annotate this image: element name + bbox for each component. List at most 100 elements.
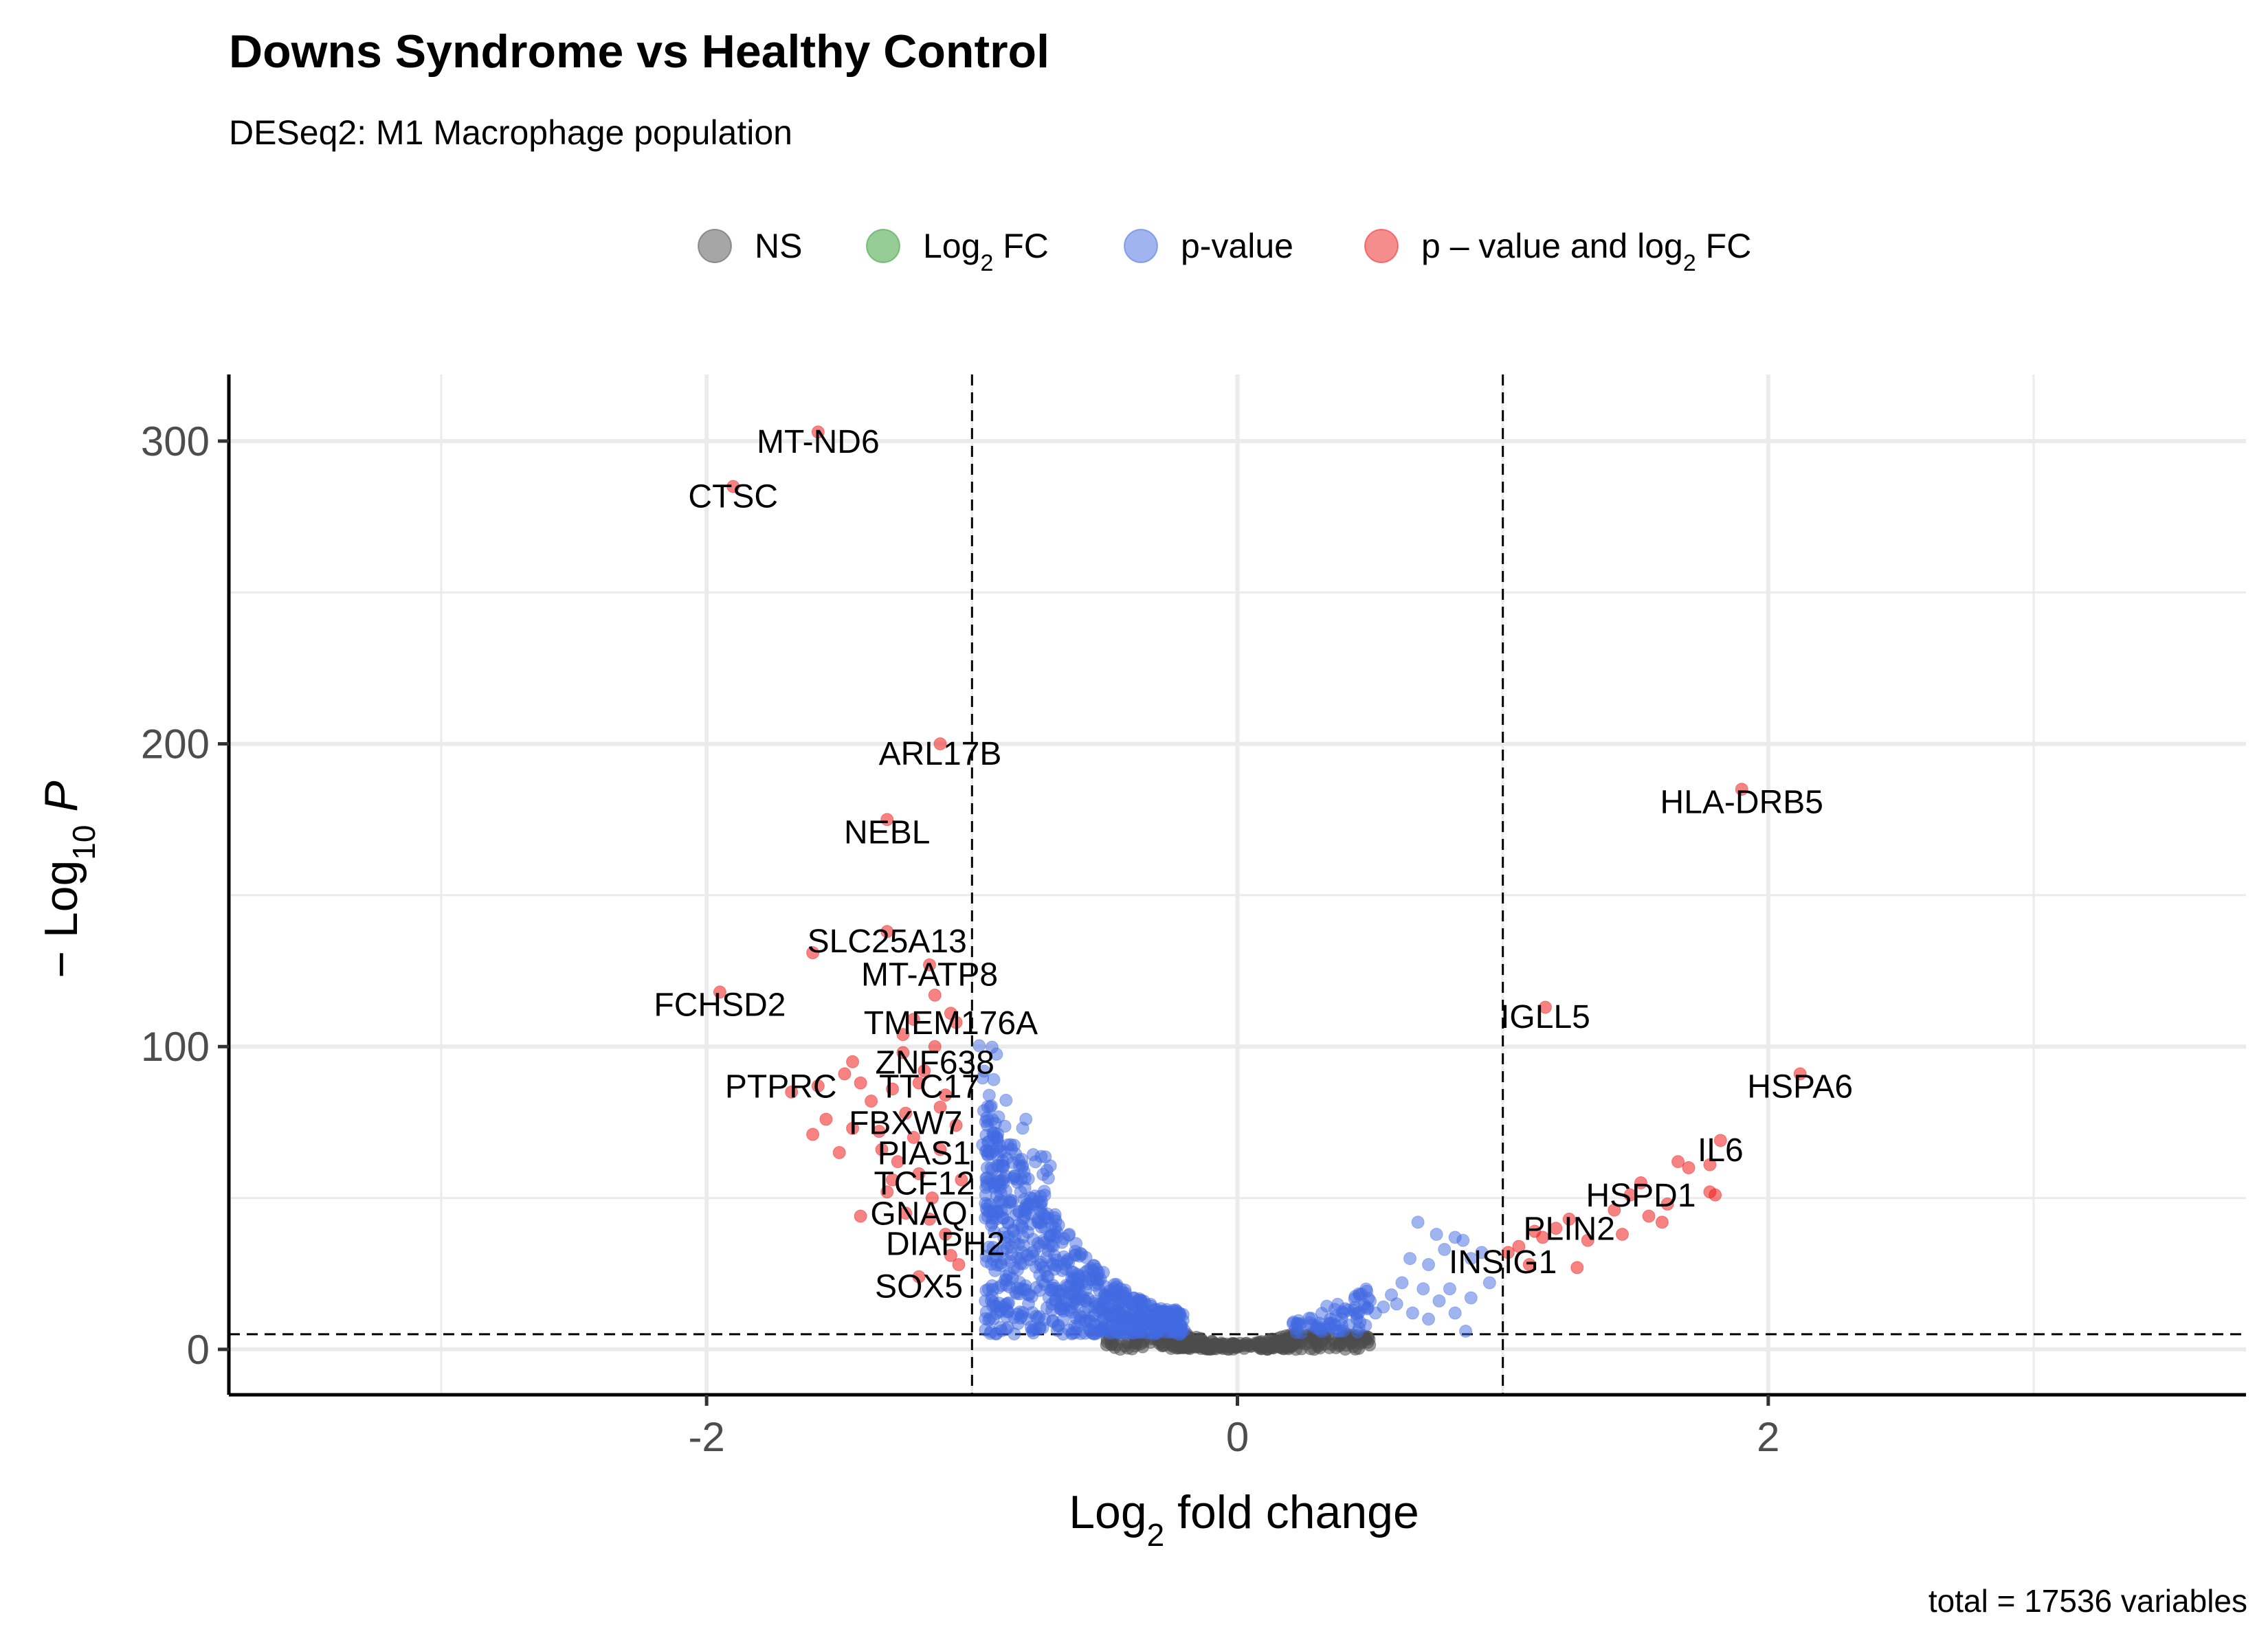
point-sig — [846, 1055, 860, 1068]
point-sig — [819, 1112, 833, 1126]
point-pvalue — [977, 1104, 990, 1118]
point-sig — [806, 1128, 820, 1141]
point-sig — [806, 946, 820, 960]
y-tick-label: 200 — [141, 721, 210, 767]
gene-label: CTSC — [688, 478, 778, 515]
point-ns — [1118, 1339, 1132, 1353]
point-pvalue — [1403, 1252, 1417, 1266]
gene-label: PLIN2 — [1524, 1211, 1615, 1248]
legend: NS Log2 FC p-value p – value and log2 FC — [698, 227, 1751, 276]
point-pvalue — [1037, 1185, 1051, 1198]
point-pvalue — [1352, 1321, 1366, 1335]
point-pvalue — [1464, 1252, 1478, 1266]
chart-title: Downs Syndrome vs Healthy Control — [229, 25, 1049, 78]
legend-key-ns — [698, 229, 732, 263]
point-sig — [885, 1082, 899, 1096]
point-pvalue — [1448, 1306, 1462, 1320]
point-sig — [939, 1227, 953, 1241]
gene-label: SLC25A13 — [808, 923, 967, 960]
point-sig — [1793, 1067, 1807, 1081]
point-sig — [1735, 783, 1748, 796]
point-sig — [899, 1106, 913, 1120]
point-pvalue — [994, 1187, 1008, 1200]
point-pvalue — [1111, 1319, 1124, 1333]
point-pvalue — [1395, 1276, 1409, 1290]
point-sig — [891, 1155, 904, 1169]
legend-key-p — [1124, 229, 1158, 263]
point-pvalue — [1030, 1310, 1043, 1323]
point-sig — [1549, 1222, 1563, 1235]
point-pvalue — [1422, 1312, 1436, 1326]
point-sig — [896, 1028, 910, 1042]
point-pvalue — [1072, 1281, 1086, 1294]
x-tick-label: 0 — [1226, 1414, 1249, 1460]
point-pvalue — [986, 1216, 999, 1230]
point-pvalue — [1099, 1291, 1113, 1305]
point-sig — [1615, 1227, 1629, 1241]
point-pvalue — [1045, 1218, 1058, 1232]
point-pvalue — [983, 1198, 997, 1211]
point-sig — [912, 1167, 926, 1180]
point-pvalue — [1338, 1302, 1352, 1316]
point-sig — [854, 1076, 867, 1090]
point-pvalue — [1303, 1316, 1317, 1330]
x-tick-label: 2 — [1757, 1414, 1779, 1460]
point-pvalue — [990, 1047, 1003, 1061]
data-points — [713, 425, 1807, 1356]
point-pvalue — [1430, 1227, 1443, 1241]
legend-key-pfc — [1364, 229, 1399, 263]
gene-label: PTPRC — [725, 1069, 837, 1106]
gene-label: IGLL5 — [1500, 999, 1590, 1035]
point-pvalue — [1004, 1193, 1018, 1207]
gene-label: HSPD1 — [1586, 1178, 1696, 1214]
point-sig — [1671, 1155, 1685, 1169]
point-pvalue — [1008, 1230, 1022, 1244]
point-sig — [880, 925, 894, 939]
gene-label: HSPA6 — [1747, 1069, 1853, 1106]
point-sig — [949, 1016, 963, 1029]
point-sig — [1522, 1258, 1536, 1272]
point-sig — [918, 1064, 931, 1078]
point-pvalue — [1105, 1310, 1119, 1323]
gene-label: DIAPH2 — [886, 1226, 1005, 1263]
point-pvalue — [999, 1093, 1013, 1107]
cutoff-lines — [229, 374, 2246, 1395]
point-ns — [1352, 1341, 1366, 1355]
point-ns — [1179, 1339, 1192, 1353]
x-tick-label: -2 — [688, 1414, 724, 1460]
gene-label: TMEM176A — [864, 1005, 1038, 1042]
point-sig — [1570, 1261, 1584, 1275]
point-sig — [896, 1046, 910, 1059]
point-pvalue — [1044, 1283, 1058, 1297]
gene-label: MT-ATP8 — [861, 956, 998, 993]
point-sig — [880, 1185, 894, 1199]
point-sig — [1713, 1134, 1727, 1147]
point-pvalue — [1016, 1239, 1030, 1253]
point-sig — [846, 1121, 860, 1135]
point-pvalue — [998, 1253, 1012, 1266]
point-ns — [1237, 1338, 1251, 1352]
gene-label: IL6 — [1698, 1132, 1744, 1169]
point-sig — [939, 1088, 953, 1102]
point-ns — [1265, 1332, 1279, 1346]
point-sig — [726, 480, 740, 493]
point-sig — [1512, 1239, 1526, 1253]
point-sig — [949, 1119, 963, 1132]
point-pvalue — [1012, 1159, 1026, 1173]
point-pvalue — [1021, 1288, 1035, 1302]
point-sig — [832, 1145, 846, 1159]
point-pvalue — [990, 1175, 1004, 1189]
point-sig — [933, 737, 947, 751]
point-sig — [1709, 1188, 1722, 1202]
point-ns — [1313, 1341, 1327, 1355]
point-pvalue — [1008, 1138, 1021, 1152]
point-pvalue — [1464, 1291, 1478, 1305]
point-sig — [838, 1067, 852, 1081]
y-tick-label: 100 — [141, 1024, 210, 1070]
point-pvalue — [1416, 1282, 1430, 1296]
point-pvalue — [997, 1211, 1010, 1225]
point-pvalue — [1390, 1297, 1403, 1311]
point-pvalue — [977, 1064, 991, 1078]
point-pvalue — [1015, 1309, 1029, 1323]
point-pvalue — [1144, 1297, 1157, 1311]
